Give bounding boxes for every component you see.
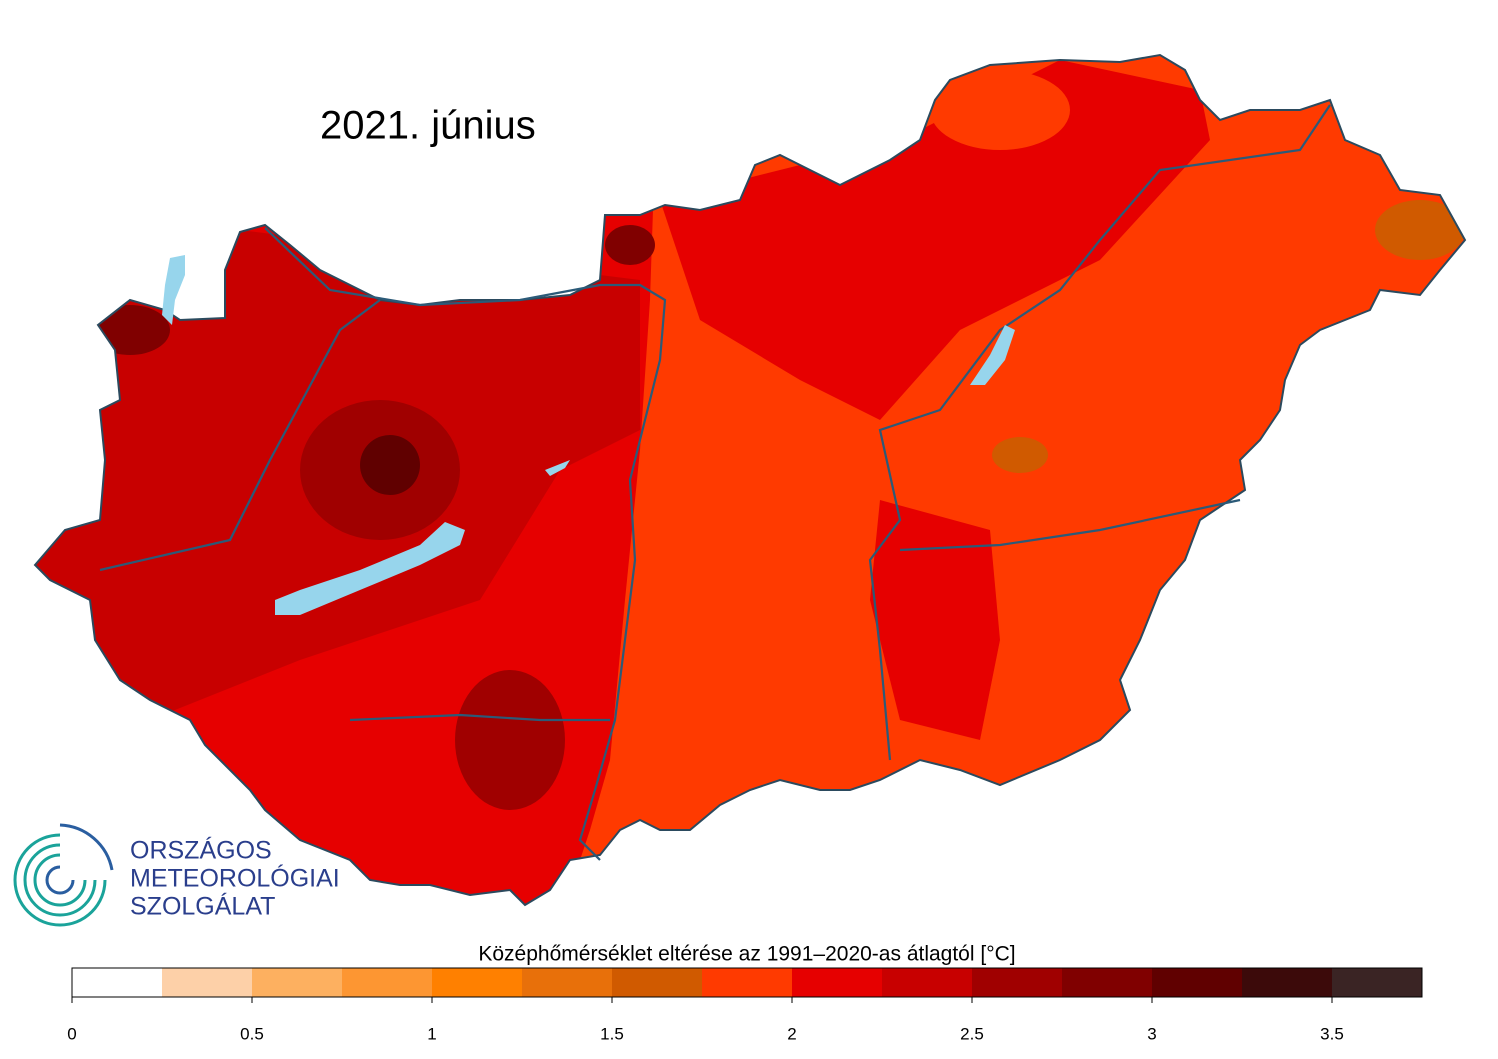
- legend-bin: [702, 968, 792, 997]
- logo-arc: [33, 853, 87, 907]
- region-borzsony: [605, 225, 655, 265]
- tick-label: 2: [787, 1024, 796, 1043]
- region-south-east: [870, 500, 1000, 740]
- legend-bin: [162, 968, 252, 997]
- tick-label: 3.5: [1320, 1024, 1344, 1043]
- temperature-map: [35, 55, 1465, 905]
- region-spot: [992, 437, 1048, 473]
- legend-bin: [882, 968, 972, 997]
- lake-fertő: [162, 255, 185, 325]
- lake-tisza: [970, 325, 1015, 385]
- legend-bin: [342, 968, 432, 997]
- drava: [349, 713, 610, 722]
- legend-bin: [1062, 968, 1152, 997]
- legend: 0 0.5 1 1.5 2 2.5 3 3.5: [67, 967, 1423, 1043]
- legend-bin: [1152, 968, 1242, 997]
- koros: [899, 498, 1241, 552]
- tick-label: 3: [1147, 1024, 1156, 1043]
- legend-bin: [72, 968, 162, 997]
- lakes: [162, 255, 1015, 615]
- lake-balaton: [275, 522, 465, 615]
- raba: [99, 299, 381, 572]
- colorbar-frame: [71, 967, 1423, 998]
- danube: [264, 227, 667, 861]
- region-northeast: [930, 70, 1070, 150]
- tick-label: 0: [67, 1024, 76, 1043]
- tisza: [868, 104, 1331, 761]
- legend-bin: [522, 968, 612, 997]
- region-beregi: [1375, 200, 1465, 260]
- legend-bin: [792, 968, 882, 997]
- lake-velence: [545, 460, 570, 476]
- rivers: [99, 104, 1331, 861]
- region-mecsek: [455, 670, 565, 810]
- legend-bin: [612, 968, 702, 997]
- legend-title: Középhőmérséklet eltérése az 1991–2020-a…: [478, 943, 1015, 966]
- legend-bin: [1332, 968, 1422, 997]
- legend-bin: [252, 968, 342, 997]
- logo-line: SZOLGÁLAT: [130, 892, 275, 921]
- legend-bin: [432, 968, 522, 997]
- logo-line: METEOROLÓGIAI: [130, 864, 340, 893]
- logo: [13, 823, 114, 927]
- tick-label: 1: [427, 1024, 436, 1043]
- tick-label: 1.5: [600, 1024, 624, 1043]
- logo-line: ORSZÁGOS: [130, 836, 272, 865]
- region-north: [660, 60, 1210, 420]
- logo-arc: [13, 833, 107, 927]
- tick-label: 2.5: [960, 1024, 984, 1043]
- logo-arc: [23, 843, 97, 917]
- legend-bin: [972, 968, 1062, 997]
- logo-arc: [59, 823, 114, 871]
- region-bakony-core: [360, 435, 420, 495]
- legend-bin: [1242, 968, 1332, 997]
- map-title: 2021. június: [320, 104, 536, 148]
- logo-arc: [45, 865, 75, 895]
- tick-label: 0.5: [240, 1024, 264, 1043]
